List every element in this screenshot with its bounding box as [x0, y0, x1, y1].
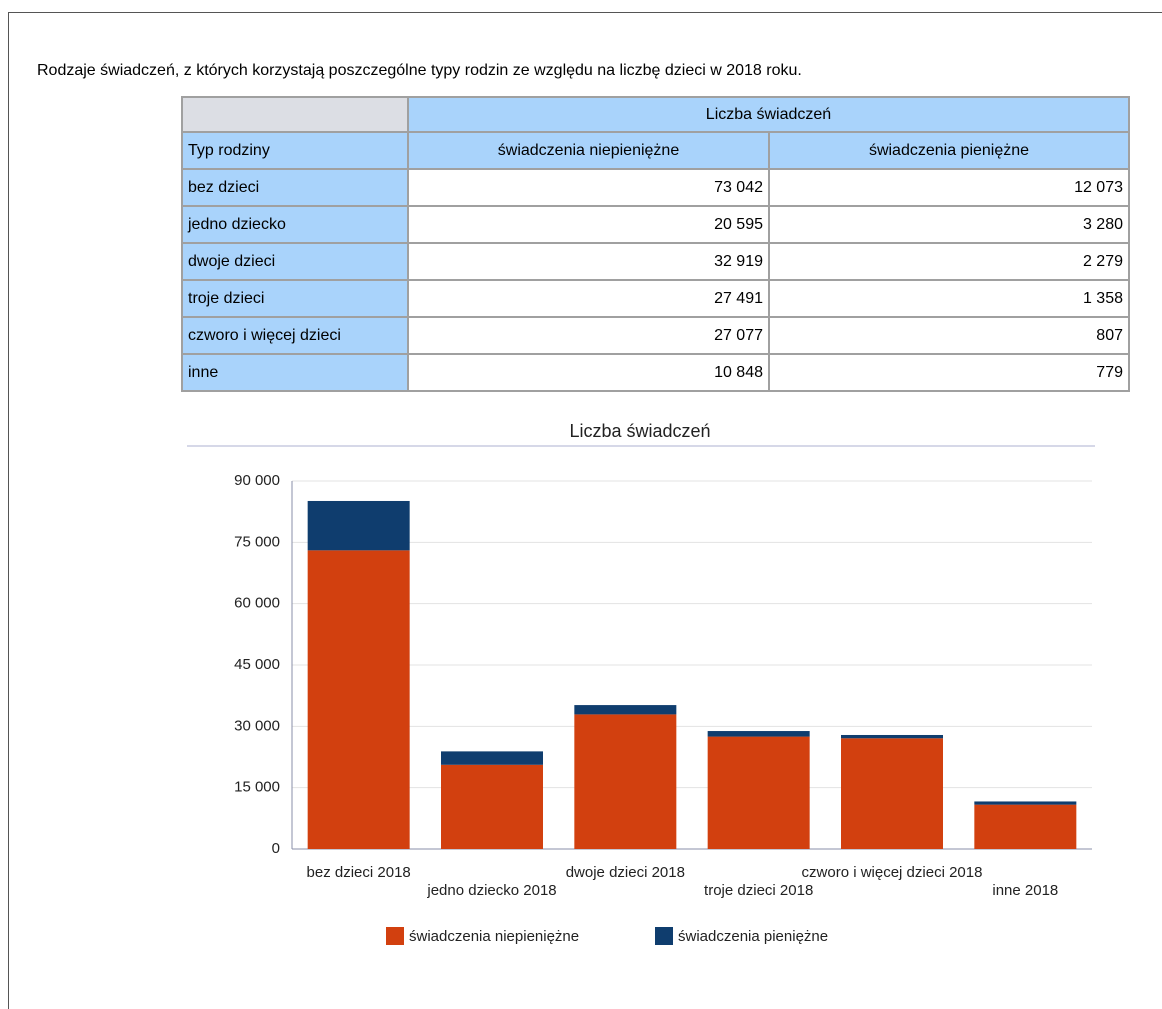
- bar-segment: [441, 751, 543, 765]
- legend-label: świadczenia pieniężne: [678, 928, 828, 945]
- cell: 1 358: [768, 279, 1130, 318]
- cell: 12 073: [768, 168, 1130, 207]
- x-tick-label: jedno dziecko 2018: [426, 882, 556, 899]
- cell: 10 848: [407, 353, 770, 392]
- table-row: troje dzieci 27 491 1 358: [181, 279, 1130, 318]
- chart-title: Liczba świadczeń: [569, 421, 710, 441]
- cell: 32 919: [407, 242, 770, 281]
- cell: 3 280: [768, 205, 1130, 244]
- x-tick-label: inne 2018: [992, 882, 1058, 899]
- column-header: świadczenia niepieniężne: [407, 131, 770, 170]
- bar-segment: [307, 550, 410, 849]
- bar-segment: [707, 731, 810, 737]
- bar-segment: [441, 764, 543, 849]
- table-row: dwoje dzieci 32 919 2 279: [181, 242, 1130, 281]
- cell: 73 042: [407, 168, 770, 207]
- cell: 2 279: [768, 242, 1130, 281]
- heading: Rodzaje świadczeń, z których korzystają …: [37, 62, 802, 79]
- header-row: Typ rodziny świadczenia niepieniężne świad…: [181, 131, 1130, 170]
- data-table: Liczba świadczeń Typ rodziny świadczenia n…: [181, 96, 1130, 392]
- bar-segment: [707, 736, 810, 849]
- bar-segment: [841, 738, 943, 849]
- legend-swatch: [386, 927, 404, 945]
- x-tick-label: bez dzieci 2018: [307, 864, 411, 881]
- x-tick-label: dwoje dzieci 2018: [566, 864, 685, 881]
- header-row: Liczba świadczeń: [181, 96, 1130, 133]
- cell: 27 077: [407, 316, 770, 355]
- row-header: bez dzieci: [181, 168, 409, 207]
- y-tick-label: 75 000: [234, 533, 280, 550]
- legend-swatch: [655, 927, 673, 945]
- corner-cell: [181, 96, 409, 133]
- y-tick-label: 90 000: [234, 472, 280, 489]
- bar-segment: [974, 801, 1077, 805]
- bar-segment: [574, 714, 677, 849]
- row-header: troje dzieci: [181, 279, 409, 318]
- column-header: Typ rodziny: [181, 131, 409, 170]
- cell: 20 595: [407, 205, 770, 244]
- y-tick-label: 45 000: [234, 656, 280, 673]
- cell: 807: [768, 316, 1130, 355]
- bar-segment: [974, 804, 1077, 849]
- bar-segment: [307, 500, 410, 551]
- table-row: jedno dziecko 20 595 3 280: [181, 205, 1130, 244]
- table-row: inne 10 848 779: [181, 353, 1130, 392]
- row-header: jedno dziecko: [181, 205, 409, 244]
- y-tick-label: 15 000: [234, 779, 280, 796]
- legend-label: świadczenia niepieniężne: [409, 928, 579, 945]
- column-header: świadczenia pieniężne: [768, 131, 1130, 170]
- table-row: czworo i więcej dzieci 27 077 807: [181, 316, 1130, 355]
- y-tick-label: 60 000: [234, 595, 280, 612]
- x-tick-label: troje dzieci 2018: [704, 882, 813, 899]
- row-header: dwoje dzieci: [181, 242, 409, 281]
- y-tick-label: 30 000: [234, 717, 280, 734]
- x-tick-label: czworo i więcej dzieci 2018: [802, 864, 983, 881]
- bar-segment: [574, 705, 677, 715]
- bar-segment: [841, 734, 943, 739]
- cell: 27 491: [407, 279, 770, 318]
- row-header: czworo i więcej dzieci: [181, 316, 409, 355]
- table-row: bez dzieci 73 042 12 073: [181, 168, 1130, 207]
- row-header: inne: [181, 353, 409, 392]
- cell: 779: [768, 353, 1130, 392]
- group-header: Liczba świadczeń: [407, 96, 1130, 133]
- y-tick-label: 0: [272, 840, 280, 857]
- frame: [8, 12, 1162, 1009]
